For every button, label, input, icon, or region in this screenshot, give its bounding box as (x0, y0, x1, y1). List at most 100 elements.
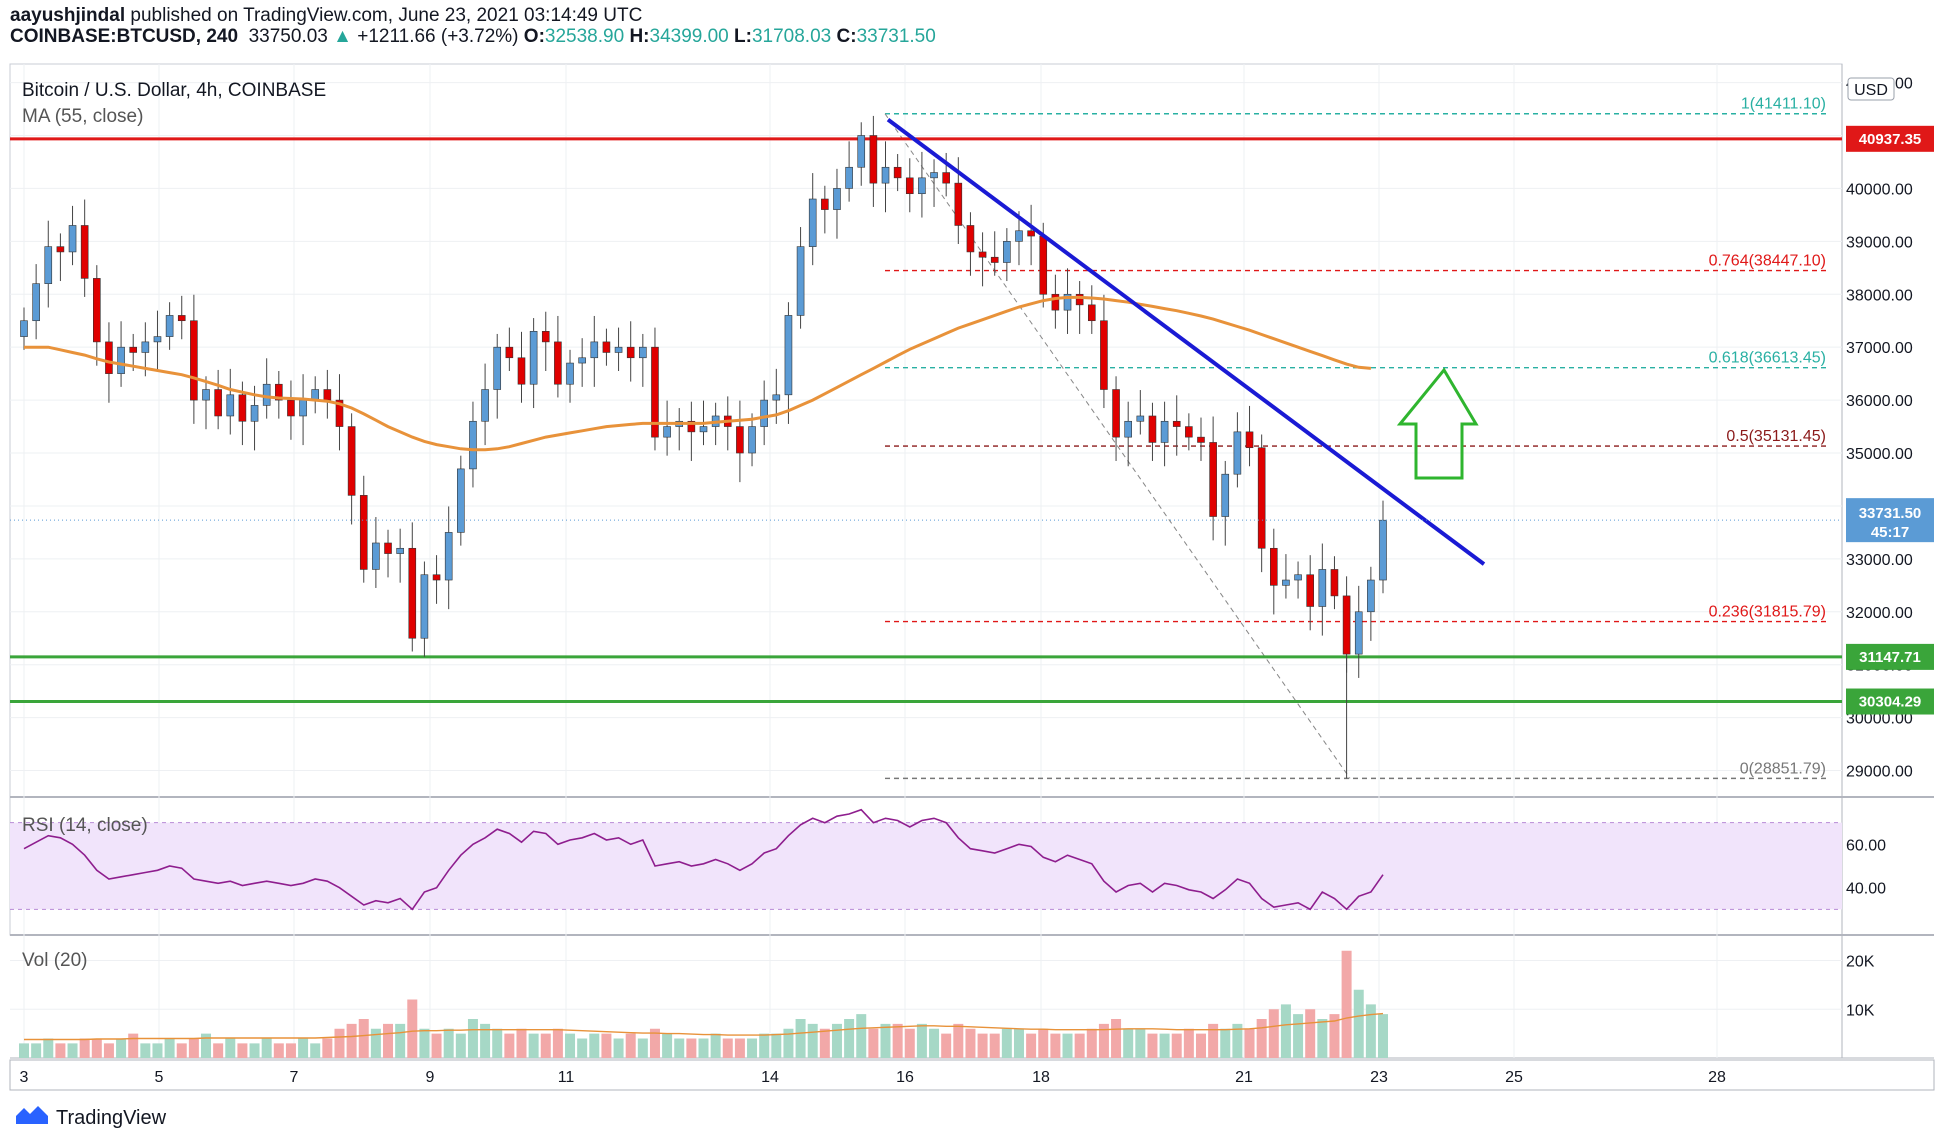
volume-bar (613, 1038, 624, 1058)
rsi-tick-label: 60.00 (1846, 837, 1886, 854)
rsi-tick-label: 40.00 (1846, 881, 1886, 898)
volume-bar (1086, 1028, 1097, 1058)
candle-down (359, 495, 368, 570)
volume-bar (941, 1033, 952, 1058)
volume-bar (892, 1023, 903, 1058)
volume-bar (1183, 1028, 1194, 1058)
volume-bar (67, 1043, 78, 1058)
candle-down (1197, 436, 1205, 443)
support1-price-tag (1846, 643, 1934, 670)
candle-down (190, 320, 198, 401)
candle-up (250, 405, 259, 422)
low-label: L: (734, 26, 752, 47)
volume-bar (625, 1033, 636, 1058)
candle-down (384, 542, 392, 554)
high-label: H: (629, 26, 650, 47)
candle-up (32, 283, 40, 322)
volume-bar (965, 1028, 976, 1058)
volume-bar (637, 1038, 648, 1058)
volume-bar (698, 1038, 709, 1058)
candle-down (408, 547, 417, 639)
volume-bar (1135, 1028, 1146, 1058)
volume-bar (1147, 1033, 1158, 1058)
x-tick-label: 3 (20, 1069, 29, 1086)
support1-price-value: 31147.71 (1859, 649, 1921, 666)
candle-down (214, 389, 222, 417)
candle-down (287, 399, 295, 417)
ma-indicator-label[interactable]: MA (55, close) (22, 106, 144, 127)
candle-up (1294, 574, 1302, 581)
up-arrow-icon (1396, 367, 1479, 480)
volume-bar (1232, 1023, 1243, 1058)
volume-bar (734, 1038, 745, 1058)
candle-down (966, 225, 975, 253)
volume-bar (722, 1038, 733, 1058)
volume-bar (601, 1033, 612, 1058)
volume-bar (528, 1033, 539, 1058)
candle-up (639, 346, 647, 359)
volume-bar (565, 1033, 576, 1058)
y-tick-label: 40000.00 (1846, 181, 1913, 198)
candle-up (493, 346, 502, 390)
volume-bar (953, 1023, 964, 1058)
candle-down (942, 172, 950, 184)
candle-down (602, 341, 611, 353)
volume-bar (929, 1028, 940, 1058)
candle-up (469, 420, 477, 470)
volume-bar (686, 1038, 697, 1058)
candle-up (165, 315, 174, 337)
volume-bar (188, 1038, 199, 1058)
volume-bar (1208, 1023, 1219, 1058)
volume-bar (164, 1038, 175, 1058)
volume-bar (868, 1028, 879, 1058)
y-tick-label: 39000.00 (1846, 234, 1913, 251)
candle-up (1354, 611, 1363, 655)
volume-bar (273, 1043, 284, 1058)
volume-bar (91, 1038, 102, 1058)
candle-up (881, 166, 890, 184)
candle-down (517, 357, 526, 385)
volume-bar (1013, 1028, 1024, 1058)
support2-price-tag (1846, 688, 1934, 715)
volume-bar (492, 1028, 503, 1058)
volume-bar (431, 1033, 442, 1058)
candle-up (748, 426, 756, 454)
volume-indicator-label[interactable]: Vol (20) (22, 950, 88, 971)
candle-up (299, 399, 307, 417)
rsi-indicator-label[interactable]: RSI (14, close) (22, 815, 148, 836)
candle-down (869, 135, 878, 184)
y-tick-label: 32000.00 (1846, 605, 1913, 622)
volume-bar (807, 1023, 818, 1058)
volume-bar (1244, 1028, 1255, 1058)
candle-up (760, 399, 768, 427)
volume-bar (103, 1043, 114, 1058)
volume-bar (989, 1033, 1000, 1058)
resistance-price-tag (1846, 125, 1934, 152)
volume-bar (455, 1033, 466, 1058)
volume-bar (1062, 1033, 1073, 1058)
fib-diagonal-line (884, 113, 1351, 779)
currency-tag (1847, 77, 1895, 101)
candle-up (1003, 241, 1011, 263)
candle-down (1087, 304, 1096, 322)
author-name[interactable]: aayushjindal (10, 5, 126, 26)
candle-down (347, 426, 356, 496)
volume-bar (467, 1019, 478, 1058)
candle-down (1269, 547, 1278, 586)
volume-bar (140, 1043, 151, 1058)
footer-brand[interactable]: TradingView (14, 1104, 166, 1132)
candle-down (177, 315, 186, 322)
volume-bar (1268, 1009, 1279, 1058)
volume-bar (1293, 1014, 1304, 1058)
candle-up (1379, 519, 1387, 581)
volume-bar (237, 1043, 248, 1058)
candle-up (590, 341, 599, 359)
candle-up (68, 225, 77, 253)
symbol-label[interactable]: COINBASE:BTCUSD, 240 (10, 26, 239, 47)
candle-down (1257, 447, 1266, 549)
volume-bar (1329, 1014, 1340, 1058)
volume-bar (79, 1038, 90, 1058)
candle-down (105, 341, 113, 374)
candle-up (1136, 415, 1145, 422)
